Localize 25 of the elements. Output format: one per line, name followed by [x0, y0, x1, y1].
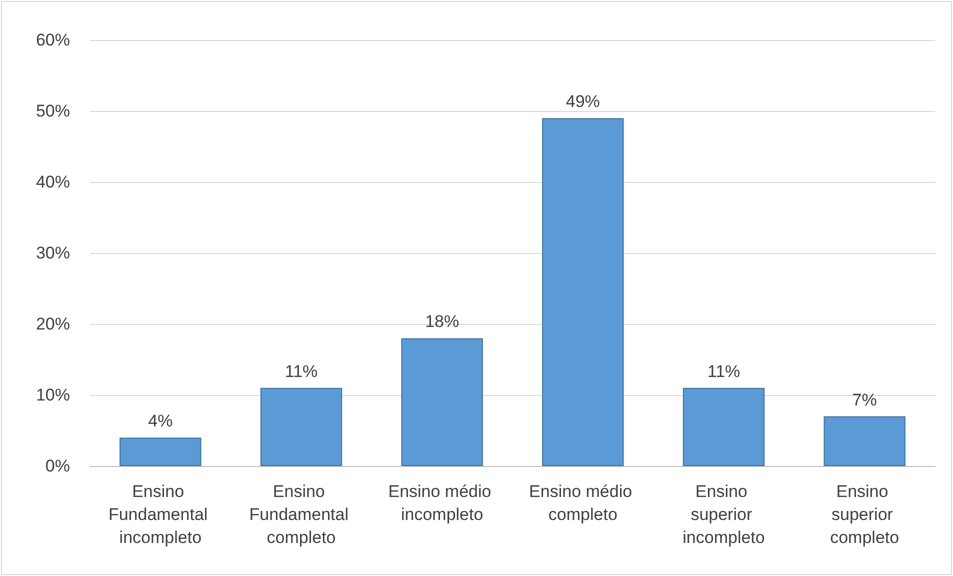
x-tick-label: Ensino médio incompleto	[388, 482, 496, 524]
bar	[260, 388, 342, 466]
data-label: 7%	[852, 390, 877, 410]
y-tick-label: 10%	[36, 386, 70, 404]
data-label: 49%	[566, 92, 600, 112]
x-tick-label: Ensino superior incompleto	[682, 482, 765, 547]
y-tick-label: 60%	[36, 30, 70, 50]
y-tick-label: 20%	[36, 314, 70, 334]
bar	[824, 416, 906, 466]
data-label: 11%	[707, 362, 740, 381]
y-tick-label: 30%	[36, 244, 70, 262]
x-tick-label: Ensino Fundamental incompleto	[108, 482, 212, 547]
x-tick-label: Ensino superior completo	[830, 482, 900, 547]
data-label: 4%	[148, 412, 173, 431]
data-label: 18%	[425, 312, 460, 332]
x-tick-label: Ensino Fundamental completo	[249, 482, 354, 547]
y-tick-label: 0%	[45, 456, 70, 476]
y-tick-label: 50%	[36, 102, 70, 120]
bar	[401, 338, 483, 466]
y-tick-label: 40%	[36, 172, 70, 192]
bar	[120, 438, 202, 466]
bar	[682, 388, 765, 466]
bar	[542, 118, 624, 466]
data-label: 11%	[284, 362, 318, 381]
x-tick-label: Ensino médio completo	[529, 482, 637, 524]
